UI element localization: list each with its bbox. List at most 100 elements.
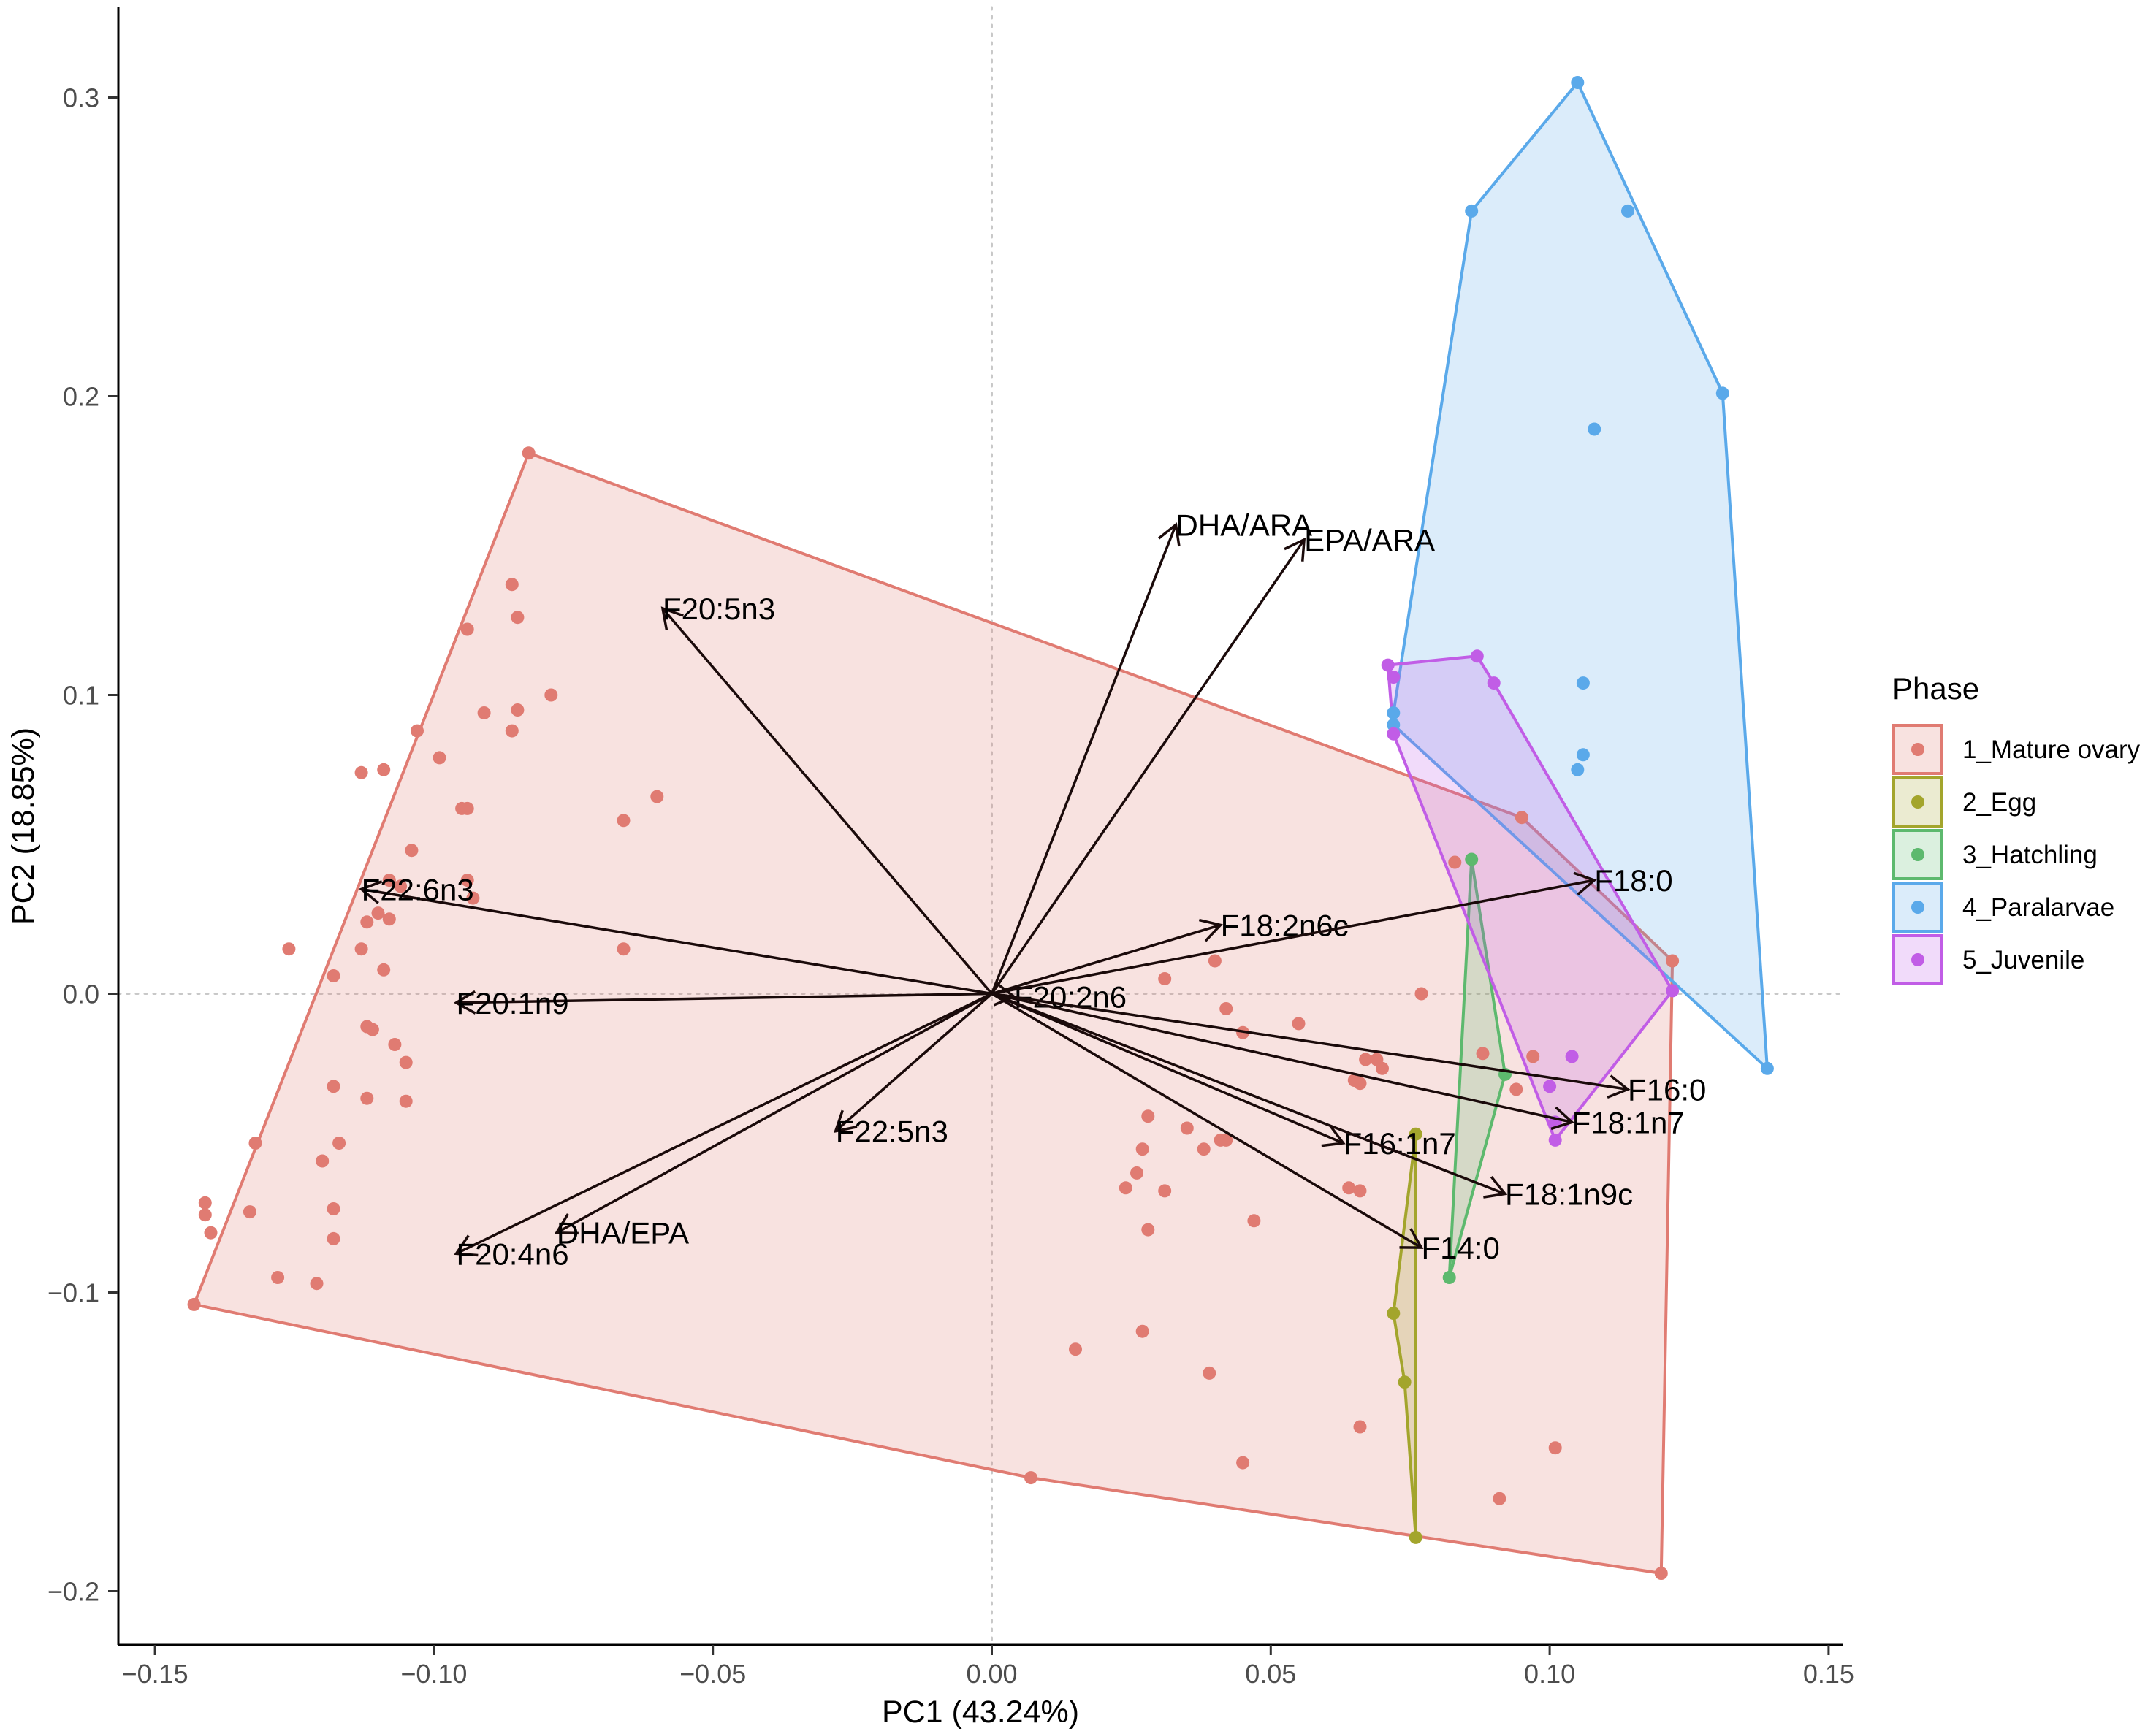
- loading-arrow-head: [1284, 537, 1306, 562]
- data-point: [1509, 1082, 1523, 1096]
- data-point: [522, 446, 536, 460]
- data-point: [1588, 422, 1601, 436]
- loading-arrow-head: [453, 990, 476, 1015]
- loading-arrow: F22:5n3: [834, 993, 993, 1149]
- data-point: [1409, 1127, 1422, 1141]
- legend-title: Phase: [1892, 671, 1979, 706]
- loading-arrow: F22:6n3: [359, 872, 992, 996]
- data-point: [316, 1154, 330, 1168]
- data-point: [405, 844, 419, 858]
- x-axis-title: PC1 (43.24%): [882, 1695, 1079, 1730]
- loading-arrow-shaft: [991, 538, 1306, 995]
- data-point: [382, 874, 396, 887]
- loading-arrow-head: [1550, 1106, 1575, 1131]
- data-point: [248, 1137, 262, 1150]
- data-point: [1387, 671, 1401, 684]
- data-point: [1576, 676, 1590, 690]
- data-point: [327, 1202, 340, 1215]
- loading-label: F22:5n3: [836, 1115, 948, 1149]
- data-point: [1398, 1375, 1412, 1389]
- legend: Phase 1_Mature ovary 2_Egg 3_Hatchling 4_Pa…: [1892, 671, 2141, 985]
- y-ticks: −0.2 −0.1 0.0 0.1 0.2 0.3: [47, 83, 118, 1607]
- data-point: [1414, 987, 1428, 1001]
- loading-label: F18:1n9c: [1505, 1177, 1633, 1212]
- loading-arrow-head: [554, 1213, 579, 1235]
- legend-item: 4_Paralarvae: [1892, 882, 2114, 933]
- data-point: [544, 688, 558, 702]
- loading-arrow-head: [359, 880, 383, 904]
- loading-arrow-shaft: [991, 992, 1422, 1249]
- loading-arrow-shaft: [991, 992, 1573, 1124]
- loading-arrow: F20:1n9: [453, 986, 992, 1020]
- data-point: [650, 790, 664, 803]
- data-point: [1135, 1142, 1149, 1156]
- data-point: [460, 874, 474, 887]
- data-point: [477, 706, 491, 719]
- data-point: [617, 942, 631, 956]
- y-tick-label: 0.3: [63, 83, 99, 113]
- loading-arrow: F20:4n6: [454, 992, 993, 1271]
- data-point: [1760, 1061, 1774, 1075]
- loading-arrow-head: [660, 606, 684, 630]
- legend-item: 3_Hatchling: [1892, 829, 2098, 880]
- series-points-4: [1387, 76, 1774, 1075]
- loading-arrow: F16:1n7: [991, 992, 1456, 1161]
- data-point: [1387, 706, 1401, 719]
- data-point: [460, 801, 474, 815]
- data-point: [1141, 1109, 1155, 1123]
- loading-label: F20:1n9: [456, 986, 568, 1020]
- data-point: [1247, 1214, 1261, 1228]
- data-point: [371, 906, 385, 920]
- legend-item: 5_Juvenile: [1892, 934, 2084, 985]
- legend-key-dot: [1911, 743, 1924, 756]
- data-point: [310, 1277, 324, 1291]
- loading-label: F16:1n7: [1344, 1126, 1456, 1161]
- data-point: [1715, 386, 1729, 400]
- legend-key-dot: [1911, 795, 1924, 809]
- data-point: [360, 1091, 374, 1105]
- x-ticks: −0.15 −0.10 −0.05 0.00 0.05 0.10 0.15: [122, 1645, 1854, 1689]
- data-point: [327, 1231, 340, 1245]
- data-point: [433, 751, 446, 765]
- y-tick-label: 0.2: [63, 382, 99, 412]
- loading-arrow-head: [1399, 1228, 1424, 1249]
- loading-arrow-head: [1607, 1074, 1631, 1099]
- loading-arrow-head: [1573, 871, 1597, 895]
- data-point: [1621, 204, 1634, 218]
- x-tick-label: 0.10: [1524, 1659, 1575, 1689]
- data-point: [399, 1055, 413, 1069]
- data-point: [1119, 1181, 1132, 1195]
- loading-label: F20:4n6: [456, 1237, 568, 1271]
- data-point: [198, 1196, 212, 1210]
- data-point: [198, 1208, 212, 1222]
- data-point: [1493, 1492, 1506, 1505]
- data-point: [1387, 727, 1401, 741]
- loading-label: F22:6n3: [362, 872, 474, 906]
- data-point: [354, 942, 368, 956]
- legend-key-dot: [1911, 901, 1924, 914]
- data-point: [1203, 1366, 1216, 1380]
- loading-label: EPA/ARA: [1304, 523, 1435, 557]
- data-point: [187, 1297, 201, 1311]
- data-point: [1353, 1077, 1367, 1091]
- data-point: [382, 912, 396, 926]
- loading-arrow-shaft: [991, 992, 1506, 1196]
- legend-item: 1_Mature ovary: [1892, 724, 2141, 775]
- data-point: [1515, 811, 1528, 825]
- loading-arrow-head: [454, 1234, 479, 1257]
- data-point: [411, 724, 424, 738]
- legend-label: 4_Paralarvae: [1962, 893, 2114, 922]
- axes: [117, 7, 1843, 1646]
- loading-arrow-shaft: [556, 992, 993, 1234]
- loading-arrow-shaft: [661, 607, 993, 995]
- data-point: [1470, 649, 1484, 663]
- loading-arrow-shaft: [991, 923, 1222, 996]
- y-axis-title: PC2 (18.85%): [6, 727, 41, 925]
- data-point: [1654, 1567, 1668, 1580]
- data-point: [1387, 1307, 1401, 1321]
- loading-arrow-shaft: [991, 879, 1595, 996]
- x-tick-label: −0.05: [679, 1659, 746, 1689]
- series-points-5: [1381, 649, 1680, 1147]
- data-point: [1543, 1080, 1557, 1093]
